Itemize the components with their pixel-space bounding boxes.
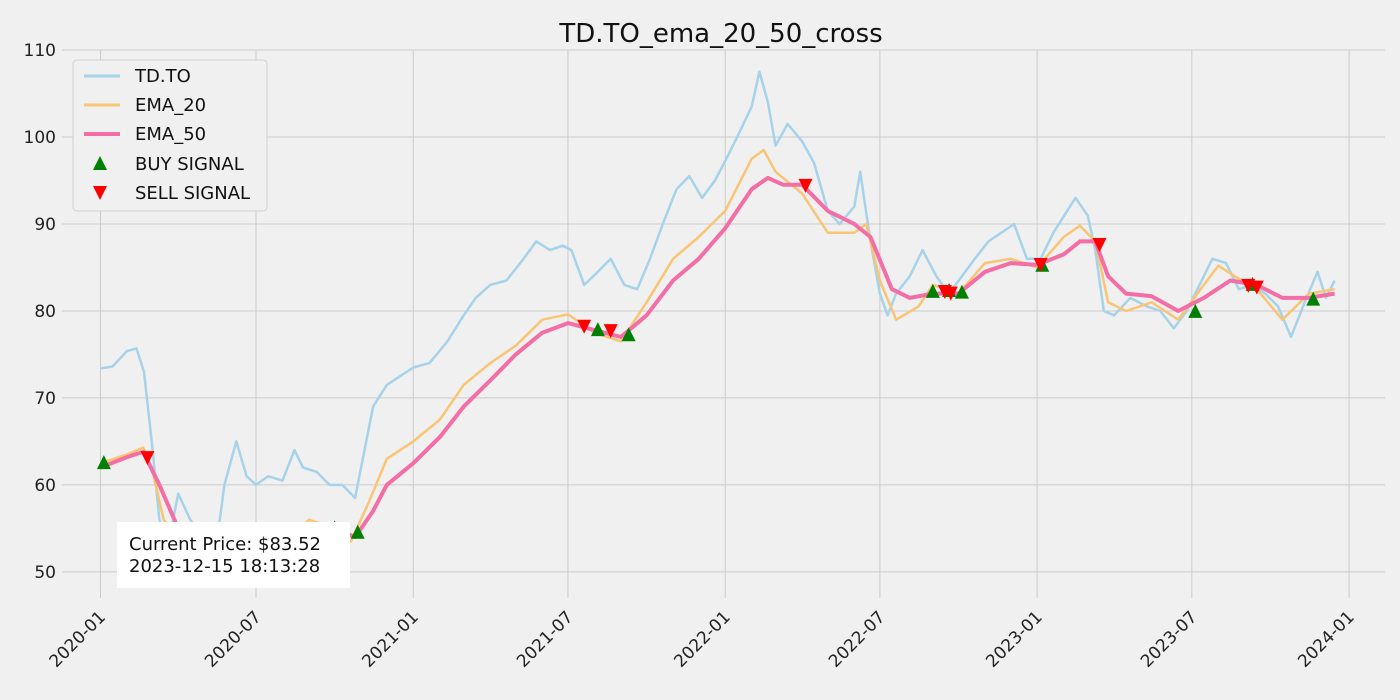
series-line-ema20 — [100, 148, 1335, 574]
sell-signal-marker — [140, 451, 155, 466]
sell-signal-marker — [1249, 280, 1264, 295]
x-tick-label: 2023-07 — [1137, 607, 1201, 671]
y-tick-label: 70 — [34, 389, 56, 409]
sell-signal-marker — [1033, 257, 1048, 272]
buy-signal-marker — [1306, 291, 1321, 306]
sell-signal-marker — [943, 286, 958, 301]
buy-signal-marker — [350, 524, 365, 539]
legend: TD.TO EMA_20 EMA_50 BUY SIGNAL SELL SIGN… — [72, 59, 268, 212]
y-tick-label: 100 — [24, 128, 56, 148]
series-layer — [99, 70, 1336, 574]
legend-label-buy: BUY SIGNAL — [135, 154, 244, 175]
legend-box — [72, 59, 268, 212]
current-price-box: Current Price: $83.52 2023-12-15 18:13:2… — [117, 522, 350, 588]
legend-label-sell: SELL SIGNAL — [135, 183, 250, 204]
y-tick-label: 90 — [34, 215, 56, 235]
buy-signal-marker — [96, 455, 111, 470]
x-tick-label: 2020-01 — [46, 607, 110, 671]
legend-label-ema50: EMA_50 — [135, 124, 206, 145]
chart-title: TD.TO_ema_20_50_cross — [558, 19, 882, 49]
current-price-box-bg — [117, 522, 350, 588]
sell-signal-marker — [798, 178, 813, 193]
x-tick-label: 2021-01 — [358, 607, 422, 671]
y-axis: 50 60 70 80 90 100 110 — [24, 41, 56, 583]
legend-swatch-sell — [93, 186, 107, 200]
x-tick-label: 2020-07 — [201, 607, 265, 671]
x-tick-label: 2023-01 — [982, 607, 1046, 671]
current-price-text: Current Price: $83.52 — [129, 534, 321, 555]
x-tick-label: 2022-07 — [825, 607, 889, 671]
legend-label-ema20: EMA_20 — [135, 95, 206, 116]
buy-signal-marker — [621, 327, 636, 342]
sell-signal-marker — [603, 324, 618, 339]
timestamp-text: 2023-12-15 18:13:28 — [129, 556, 320, 577]
sell-signal-marker — [577, 319, 592, 334]
buy-signal-marker — [925, 283, 940, 298]
legend-swatch-buy — [93, 156, 107, 170]
y-tick-label: 110 — [24, 41, 56, 61]
y-tick-label: 50 — [34, 563, 56, 583]
y-tick-label: 60 — [34, 476, 56, 496]
sell-signal-marker — [1092, 237, 1107, 252]
legend-label-price: TD.TO — [134, 66, 191, 87]
x-tick-label: 2024-01 — [1294, 607, 1358, 671]
x-tick-label: 2021-07 — [513, 607, 577, 671]
y-tick-label: 80 — [34, 302, 56, 322]
grid — [62, 49, 1385, 598]
x-tick-label: 2022-01 — [670, 607, 734, 671]
series-line-ema50 — [99, 175, 1335, 557]
buy-signal-marker — [1188, 303, 1203, 318]
x-axis: 2020-01 2020-07 2021-01 2021-07 2022-01 2022-… — [46, 607, 1359, 671]
series-line-price — [100, 70, 1336, 552]
buy-signal-marker — [590, 322, 605, 337]
buy-signal-marker — [954, 284, 969, 299]
